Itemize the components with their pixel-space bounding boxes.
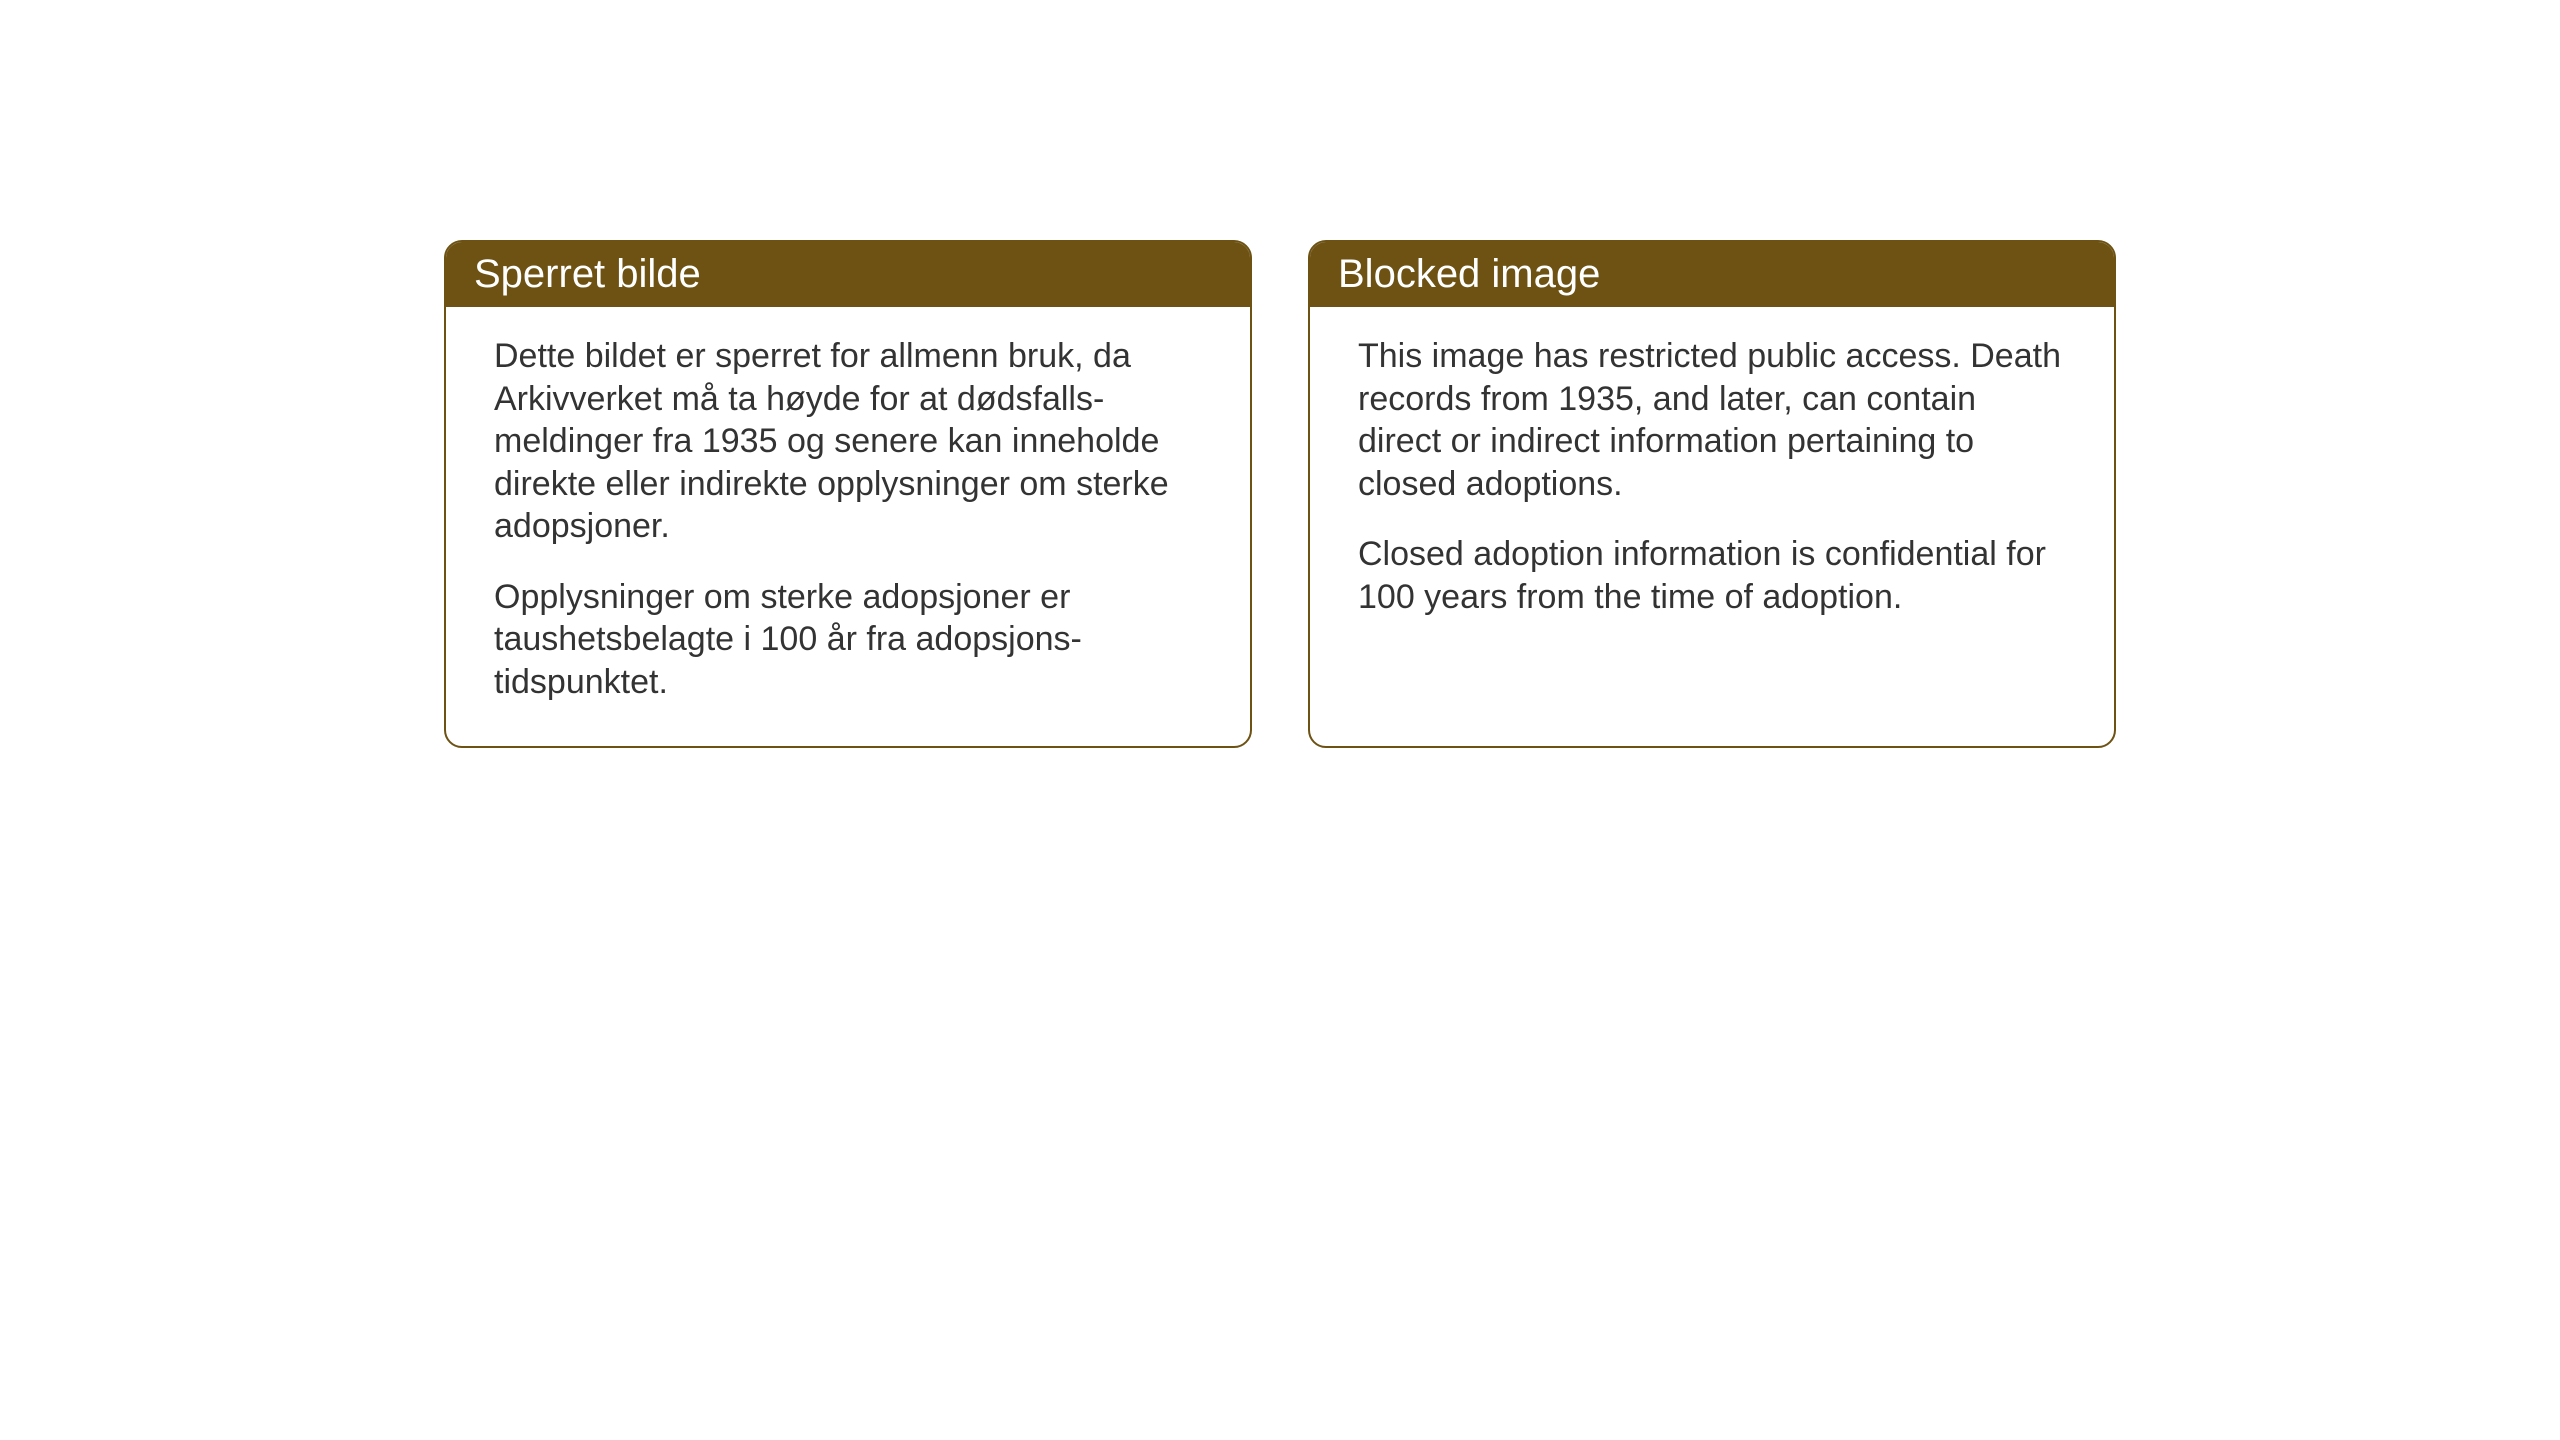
card-paragraph-2-norwegian: Opplysninger om sterke adopsjoner er tau… [494, 576, 1202, 704]
card-header-norwegian: Sperret bilde [446, 242, 1250, 307]
card-body-norwegian: Dette bildet er sperret for allmenn bruk… [446, 307, 1250, 746]
card-title-english: Blocked image [1338, 252, 1600, 296]
card-paragraph-2-english: Closed adoption information is confident… [1358, 533, 2066, 618]
card-title-norwegian: Sperret bilde [474, 252, 701, 296]
card-body-english: This image has restricted public access.… [1310, 307, 2114, 746]
notice-container: Sperret bilde Dette bildet er sperret fo… [444, 240, 2116, 748]
card-paragraph-1-norwegian: Dette bildet er sperret for allmenn bruk… [494, 335, 1202, 548]
notice-card-norwegian: Sperret bilde Dette bildet er sperret fo… [444, 240, 1252, 748]
card-header-english: Blocked image [1310, 242, 2114, 307]
card-paragraph-1-english: This image has restricted public access.… [1358, 335, 2066, 505]
notice-card-english: Blocked image This image has restricted … [1308, 240, 2116, 748]
